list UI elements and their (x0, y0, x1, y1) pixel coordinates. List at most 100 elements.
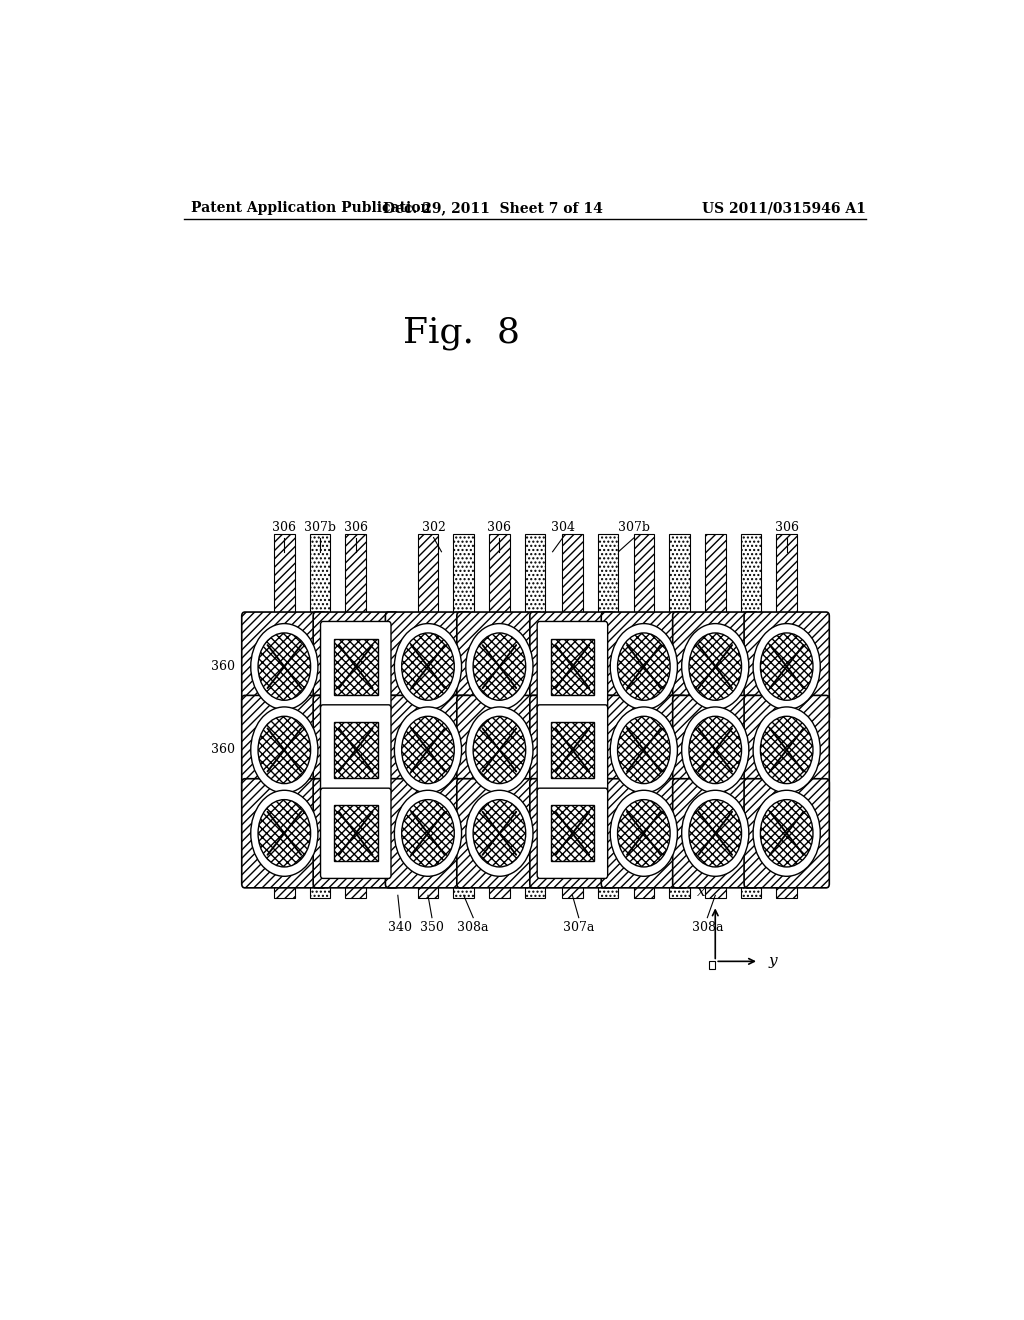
FancyBboxPatch shape (242, 612, 327, 721)
Text: x: x (696, 886, 706, 899)
FancyBboxPatch shape (321, 622, 391, 711)
Circle shape (258, 717, 310, 784)
FancyBboxPatch shape (529, 779, 615, 888)
FancyBboxPatch shape (385, 612, 471, 721)
Circle shape (682, 623, 749, 710)
FancyBboxPatch shape (313, 612, 398, 721)
Circle shape (617, 632, 670, 701)
Circle shape (466, 623, 532, 710)
FancyBboxPatch shape (313, 779, 398, 888)
Text: 306: 306 (272, 521, 296, 535)
Circle shape (394, 623, 462, 710)
FancyBboxPatch shape (385, 779, 471, 888)
Circle shape (401, 800, 455, 867)
Bar (634, 535, 654, 899)
Bar (345, 535, 367, 899)
Circle shape (761, 632, 813, 701)
Text: 360: 360 (211, 660, 236, 673)
Text: Fig.  8: Fig. 8 (402, 315, 520, 350)
Circle shape (761, 800, 813, 867)
FancyBboxPatch shape (601, 696, 686, 804)
FancyBboxPatch shape (538, 622, 607, 711)
Circle shape (251, 708, 317, 793)
Circle shape (682, 708, 749, 793)
Text: 307b: 307b (618, 521, 650, 535)
Text: 307a: 307a (563, 921, 595, 933)
Circle shape (394, 708, 462, 793)
Text: 350: 350 (420, 921, 443, 933)
Text: US 2011/0315946 A1: US 2011/0315946 A1 (702, 201, 866, 215)
Text: 340: 340 (388, 921, 413, 933)
FancyBboxPatch shape (538, 705, 607, 795)
Bar (334, 722, 378, 777)
Circle shape (610, 708, 678, 793)
Circle shape (251, 623, 317, 710)
Circle shape (394, 791, 462, 876)
FancyBboxPatch shape (538, 788, 607, 878)
Bar (274, 535, 295, 899)
Text: 307b: 307b (304, 521, 336, 535)
FancyBboxPatch shape (457, 696, 542, 804)
Text: Dec. 29, 2011  Sheet 7 of 14: Dec. 29, 2011 Sheet 7 of 14 (383, 201, 603, 215)
Circle shape (617, 717, 670, 784)
Text: y: y (768, 954, 777, 969)
Circle shape (610, 623, 678, 710)
FancyBboxPatch shape (529, 612, 615, 721)
Bar (776, 535, 797, 899)
FancyBboxPatch shape (457, 779, 542, 888)
Text: l': l' (242, 705, 251, 719)
Circle shape (258, 632, 310, 701)
Bar (562, 535, 583, 899)
Bar (551, 805, 594, 862)
Circle shape (258, 800, 310, 867)
Text: Patent Application Publication: Patent Application Publication (191, 201, 431, 215)
Text: 302: 302 (422, 521, 445, 535)
FancyBboxPatch shape (457, 612, 542, 721)
Circle shape (617, 800, 670, 867)
Bar (251, 722, 810, 777)
Circle shape (689, 717, 741, 784)
Circle shape (401, 632, 455, 701)
Bar (709, 961, 715, 969)
FancyBboxPatch shape (744, 696, 829, 804)
Circle shape (473, 632, 525, 701)
Bar (551, 722, 594, 777)
FancyBboxPatch shape (321, 705, 391, 795)
Circle shape (761, 717, 813, 784)
Bar (670, 535, 690, 899)
Bar (551, 639, 594, 694)
Bar (334, 639, 378, 694)
Bar (309, 535, 331, 899)
Circle shape (689, 632, 741, 701)
Circle shape (682, 791, 749, 876)
Circle shape (753, 708, 820, 793)
Text: 304: 304 (551, 521, 574, 535)
Circle shape (473, 717, 525, 784)
Bar (705, 535, 726, 899)
FancyBboxPatch shape (744, 612, 829, 721)
Bar (454, 535, 474, 899)
Circle shape (753, 623, 820, 710)
FancyBboxPatch shape (313, 696, 398, 804)
FancyBboxPatch shape (529, 696, 615, 804)
Text: 306: 306 (344, 521, 368, 535)
Bar (524, 535, 546, 899)
Bar (418, 535, 438, 899)
Text: 308a: 308a (691, 921, 723, 933)
FancyBboxPatch shape (601, 779, 686, 888)
Bar (251, 639, 810, 694)
FancyBboxPatch shape (601, 612, 686, 721)
FancyBboxPatch shape (385, 696, 471, 804)
FancyBboxPatch shape (744, 779, 829, 888)
Text: 360: 360 (211, 743, 236, 756)
Bar (489, 535, 510, 899)
FancyBboxPatch shape (321, 788, 391, 878)
Circle shape (610, 791, 678, 876)
FancyBboxPatch shape (242, 696, 327, 804)
Text: 308a: 308a (458, 921, 489, 933)
Circle shape (251, 791, 317, 876)
Bar (740, 535, 761, 899)
Text: 306: 306 (775, 521, 799, 535)
FancyBboxPatch shape (673, 779, 758, 888)
Bar (251, 805, 810, 861)
